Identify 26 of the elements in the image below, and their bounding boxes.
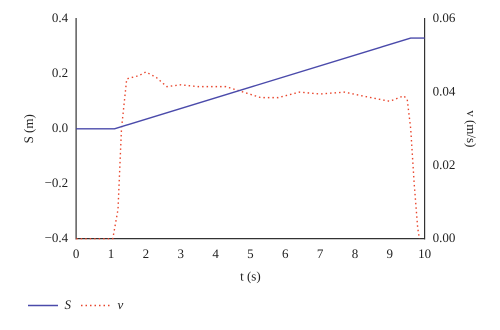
x-tick-label: 3 bbox=[177, 246, 184, 262]
y-tick-label: 0.4 bbox=[52, 10, 69, 26]
y-tick-label: −0.2 bbox=[44, 175, 68, 190]
y2-tick-label: 0.04 bbox=[432, 84, 456, 99]
y2-axis-title: v (m/s) bbox=[464, 110, 479, 148]
x-tick-label: 4 bbox=[212, 246, 220, 262]
y2-tick-label: 0.06 bbox=[432, 10, 456, 26]
x-axis-title: t (s) bbox=[240, 268, 261, 284]
x-tick-label: 10 bbox=[418, 246, 432, 262]
y-axis-title: S (m) bbox=[21, 114, 36, 144]
x-tick-label: 6 bbox=[282, 246, 290, 262]
legend-label: S bbox=[64, 296, 72, 312]
y2-tick-label: 0.00 bbox=[432, 230, 456, 246]
y-tick-label: 0.0 bbox=[52, 120, 68, 136]
y-tick-label: −0.4 bbox=[44, 230, 69, 246]
x-tick-label: 7 bbox=[316, 246, 324, 262]
x-tick-label: 9 bbox=[386, 246, 394, 262]
x-tick-label: 5 bbox=[247, 246, 254, 262]
y-tick-label: 0.2 bbox=[52, 65, 68, 80]
x-tick-label: 0 bbox=[72, 246, 80, 262]
legend-label: v bbox=[118, 296, 124, 312]
line-series bbox=[75, 71, 420, 240]
y2-tick-label: 0.02 bbox=[432, 156, 456, 172]
x-tick-label: 1 bbox=[108, 246, 114, 262]
x-tick-label: 2 bbox=[142, 246, 150, 262]
x-tick-label: 8 bbox=[352, 246, 358, 262]
